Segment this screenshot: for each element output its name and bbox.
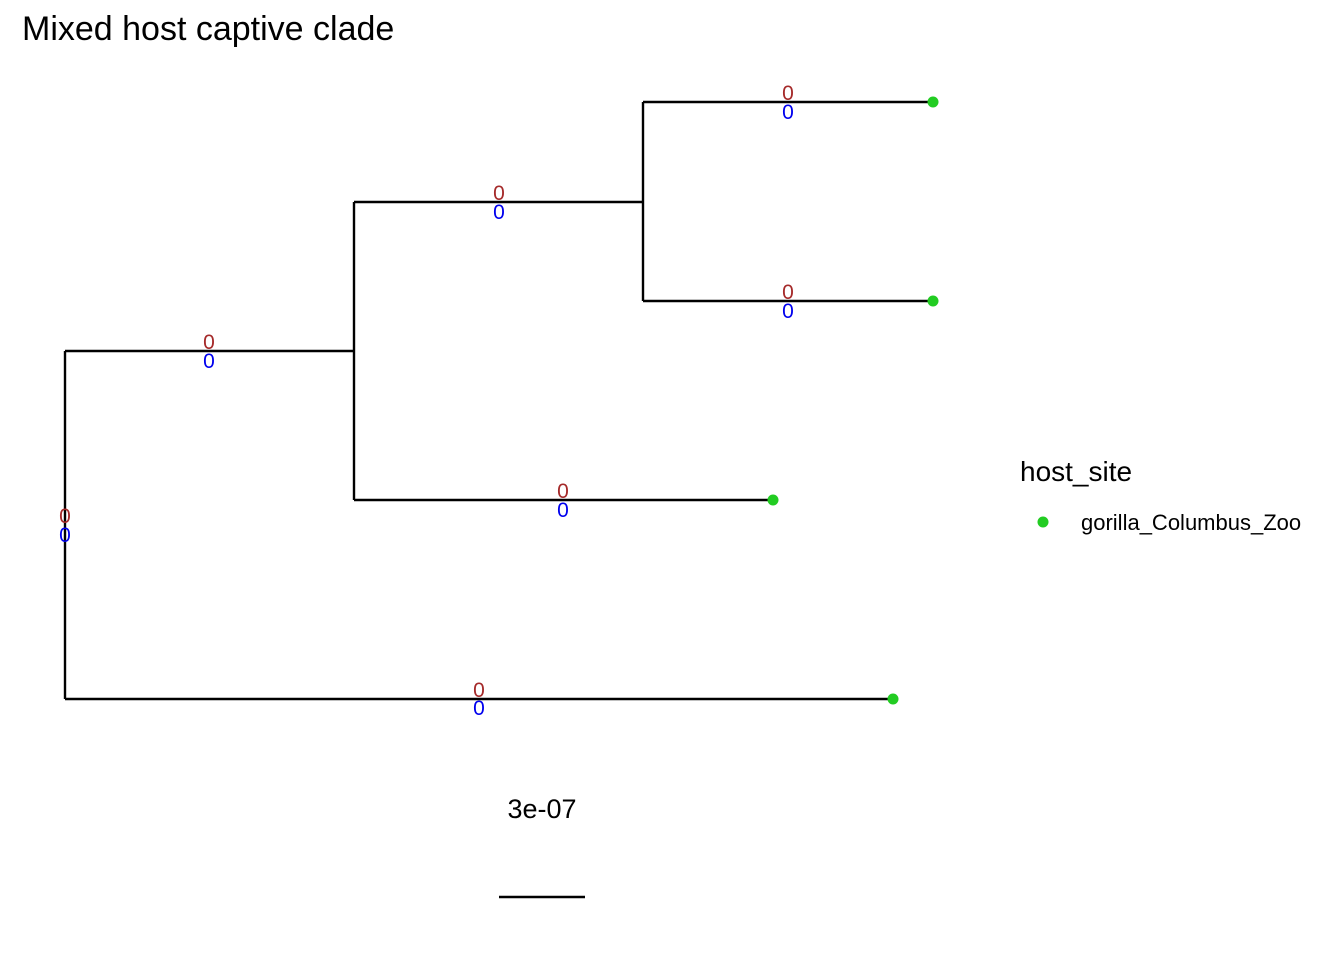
- tip-point: [887, 693, 899, 705]
- branch-label-bottom: 0: [203, 350, 215, 373]
- branch-label-top: 0: [59, 505, 71, 528]
- tip-point: [927, 295, 939, 307]
- branch-label-top: 0: [493, 182, 505, 205]
- tip-points: [767, 96, 939, 705]
- legend-key-point: [1037, 516, 1049, 528]
- branch-label-bottom: 0: [493, 201, 505, 224]
- branch-label-bottom: 0: [782, 101, 794, 124]
- branch-label-bottom: 0: [59, 524, 71, 547]
- tip-point: [767, 494, 779, 506]
- branch-label-bottom: 0: [557, 499, 569, 522]
- branch-label-top: 0: [557, 480, 569, 503]
- scale-bar-label: 3e-07: [507, 794, 576, 824]
- branch-labels: 0 0 0 0 0 0 0 0 0 0 0 0 0 0: [59, 82, 794, 720]
- legend-item-label: gorilla_Columbus_Zoo: [1081, 510, 1301, 535]
- legend: host_site gorilla_Columbus_Zoo: [1020, 456, 1301, 535]
- scale-bar: 3e-07: [499, 794, 585, 899]
- branch-label-top: 0: [782, 281, 794, 304]
- tip-point: [927, 96, 939, 108]
- branch-label-bottom: 0: [782, 300, 794, 323]
- tree-branches: [63, 100, 933, 701]
- page-title: Mixed host captive clade: [22, 10, 394, 48]
- branch-label-top: 0: [473, 679, 485, 702]
- branch-label-bottom: 0: [473, 697, 485, 720]
- branch-label-top: 0: [203, 331, 215, 354]
- branch-label-top: 0: [782, 82, 794, 105]
- legend-title: host_site: [1020, 456, 1132, 487]
